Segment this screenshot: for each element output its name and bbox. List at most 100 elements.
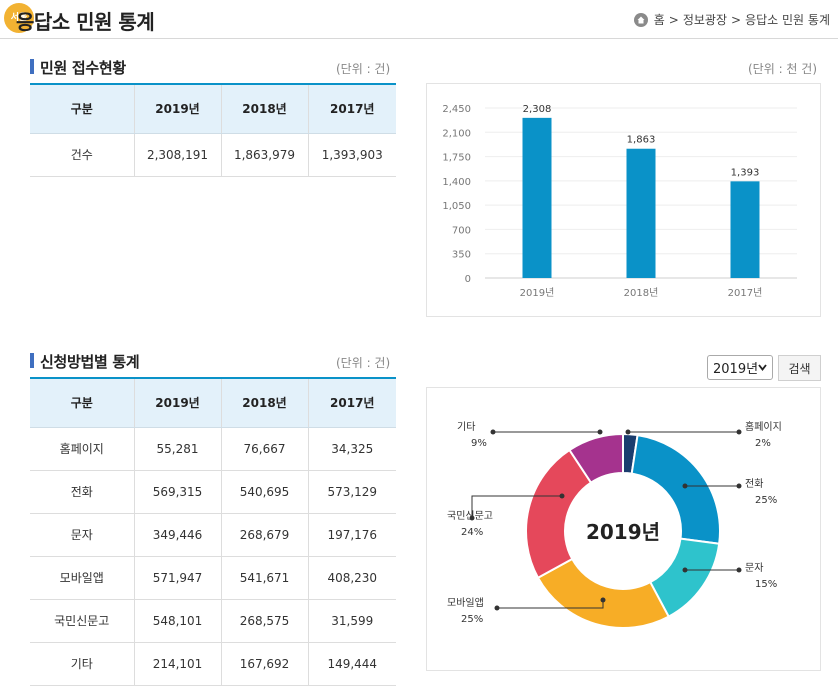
table-cell: 149,444 — [307, 642, 396, 686]
bar-value-label: 1,393 — [731, 167, 760, 178]
leader-dot — [469, 515, 475, 521]
table-cell: 2,308,191 — [133, 133, 221, 177]
y-tick-label: 350 — [452, 250, 471, 261]
breadcrumb-info-plaza[interactable]: 정보광장 — [682, 13, 728, 27]
slice-percent: 25% — [461, 614, 483, 625]
column-header: 2019년 — [133, 377, 221, 428]
leader-dot — [736, 483, 742, 489]
x-tick-label: 2017년 — [728, 287, 763, 299]
leader-dot — [559, 493, 565, 499]
breadcrumb: 홈 > 정보광장 > 응답소 민원 통계 — [633, 11, 830, 28]
donut-chart-panel: 홈페이지 2% 전화 25% 문자 15% 모바일앱 25% 국민신문고 24% 기타 9% 2019년 — [426, 387, 821, 671]
slice-percent: 2% — [755, 438, 771, 449]
breadcrumb-separator: > — [731, 12, 742, 27]
y-tick-label: 1,750 — [442, 153, 471, 164]
table-cell: 문자 — [30, 513, 134, 557]
table-cell: 모바일앱 — [30, 556, 134, 600]
method-table: 구분 2019년 2018년 2017년 홈페이지 55,281 76,667 … — [30, 377, 396, 686]
slice-label: 모바일앱 — [447, 597, 484, 609]
table-cell: 268,679 — [220, 513, 308, 557]
donut-slice — [536, 557, 671, 629]
reception-section-title: 민원 접수현황 — [30, 57, 126, 78]
table-row: 문자 349,446 268,679 197,176 — [30, 513, 396, 557]
table-cell: 76,667 — [220, 427, 308, 471]
column-header: 2019년 — [133, 83, 221, 134]
leader-dot — [494, 605, 500, 611]
bar-chart: 0 350 700 1,050 1,400 1,750 2,100 2,450 2,308 201… — [442, 104, 797, 299]
table-cell: 167,692 — [220, 642, 308, 686]
table-cell: 197,176 — [307, 513, 396, 557]
column-header: 2017년 — [307, 83, 396, 134]
slice-percent: 15% — [755, 579, 777, 590]
y-tick-label: 2,100 — [442, 128, 471, 139]
chevron-down-icon — [758, 364, 767, 371]
y-tick-label: 1,400 — [442, 177, 471, 188]
bar-value-label: 2,308 — [523, 104, 552, 115]
table-cell: 34,325 — [307, 427, 396, 471]
slice-percent: 25% — [755, 495, 777, 506]
table-cell: 기타 — [30, 642, 134, 686]
leader-dot — [600, 597, 606, 603]
slice-percent: 9% — [471, 438, 487, 449]
table-row: 국민신문고 548,101 268,575 31,599 — [30, 599, 396, 643]
column-header: 구분 — [30, 83, 134, 134]
donut-slice — [568, 432, 624, 485]
leader-dot — [490, 429, 496, 435]
method-section-title: 신청방법별 통계 — [30, 351, 140, 372]
leader-dot — [682, 567, 688, 573]
table-row: 홈페이지 55,281 76,667 34,325 — [30, 427, 396, 471]
table-cell: 349,446 — [133, 513, 221, 557]
leader-dot — [682, 483, 688, 489]
bar — [730, 181, 760, 278]
bar — [522, 117, 552, 278]
table-row: 기타 214,101 167,692 149,444 — [30, 642, 396, 686]
leader-dot — [597, 429, 603, 435]
seoul-logo[interactable]: 서울 — [4, 3, 34, 33]
table-cell: 548,101 — [133, 599, 221, 643]
leader-line — [471, 495, 562, 518]
table-cell: 55,281 — [133, 427, 221, 471]
search-button[interactable]: 검색 — [778, 355, 821, 381]
bar-chart-panel: 0 350 700 1,050 1,400 1,750 2,100 2,450 2,308 201… — [426, 83, 821, 317]
home-icon[interactable] — [633, 12, 648, 27]
y-tick-label: 2,450 — [442, 104, 471, 115]
table-cell: 571,947 — [133, 556, 221, 600]
table-cell: 569,315 — [133, 470, 221, 514]
year-select-value: 2019년 — [713, 362, 759, 377]
column-header: 구분 — [30, 377, 134, 428]
method-unit: (단위 : 건) — [336, 356, 391, 370]
donut-center-label: 2019년 — [586, 520, 660, 544]
table-cell: 268,575 — [220, 599, 308, 643]
column-header: 2017년 — [307, 377, 396, 428]
table-cell: 541,671 — [220, 556, 308, 600]
table-row: 전화 569,315 540,695 573,129 — [30, 470, 396, 514]
donut-chart: 홈페이지 2% 전화 25% 문자 15% 모바일앱 25% 국민신문고 24% 기타 9% 2019년 — [447, 420, 782, 629]
breadcrumb-current: 응답소 민원 통계 — [745, 13, 830, 27]
table-cell: 국민신문고 — [30, 599, 134, 643]
reception-table: 구분 2019년 2018년 2017년 건수 2,308,191 1,863,… — [30, 83, 396, 177]
year-select[interactable]: 2019년 — [707, 355, 773, 380]
slice-label: 국민신문고 — [447, 510, 493, 522]
table-row: 모바일앱 571,947 541,671 408,230 — [30, 556, 396, 600]
table-cell: 540,695 — [220, 470, 308, 514]
leader-dot — [736, 429, 742, 435]
reception-unit: (단위 : 건) — [336, 62, 391, 76]
bar-value-label: 1,863 — [627, 135, 656, 146]
column-header: 2018년 — [220, 377, 308, 428]
breadcrumb-separator: > — [668, 12, 679, 27]
y-tick-label: 0 — [465, 274, 471, 285]
table-cell: 214,101 — [133, 642, 221, 686]
breadcrumb-home[interactable]: 홈 — [653, 13, 665, 27]
table-cell: 1,863,979 — [220, 133, 308, 177]
leader-dot — [736, 567, 742, 573]
table-cell: 1,393,903 — [307, 133, 396, 177]
table-cell: 31,599 — [307, 599, 396, 643]
table-cell: 홈페이지 — [30, 427, 134, 471]
table-cell: 408,230 — [307, 556, 396, 600]
slice-label: 기타 — [457, 421, 475, 433]
y-tick-label: 1,050 — [442, 201, 471, 212]
x-tick-label: 2018년 — [624, 287, 659, 299]
slice-label: 홈페이지 — [745, 420, 782, 433]
leader-dot — [625, 429, 631, 435]
y-tick-label: 700 — [452, 225, 471, 236]
